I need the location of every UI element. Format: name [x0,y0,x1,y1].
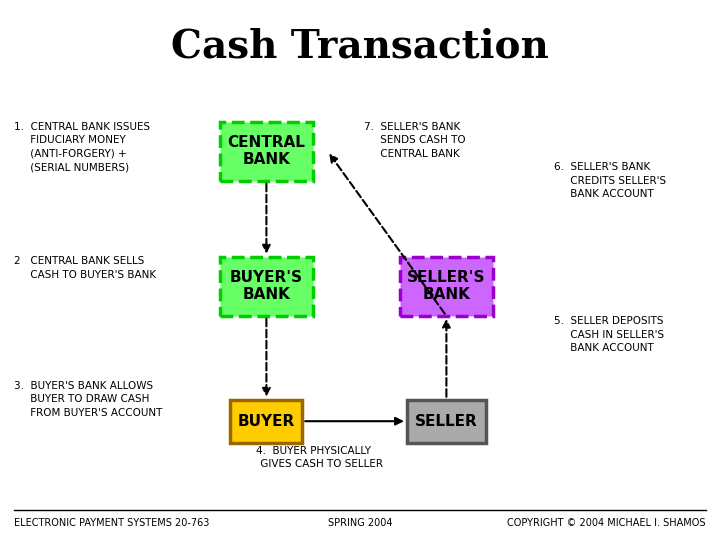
Text: BUYER: BUYER [238,414,295,429]
Text: 7.  SELLER'S BANK
     SENDS CASH TO
     CENTRAL BANK: 7. SELLER'S BANK SENDS CASH TO CENTRAL B… [364,122,465,159]
Text: ELECTRONIC PAYMENT SYSTEMS 20-763: ELECTRONIC PAYMENT SYSTEMS 20-763 [14,518,210,528]
FancyBboxPatch shape [220,256,313,316]
FancyBboxPatch shape [407,400,486,443]
Text: 4.  BUYER PHYSICALLY
     GIVES CASH TO SELLER: 4. BUYER PHYSICALLY GIVES CASH TO SELLER [243,446,383,469]
FancyBboxPatch shape [220,122,313,181]
Text: BUYER'S
BANK: BUYER'S BANK [230,270,303,302]
Text: COPYRIGHT © 2004 MICHAEL I. SHAMOS: COPYRIGHT © 2004 MICHAEL I. SHAMOS [507,518,706,528]
Text: 5.  SELLER DEPOSITS
     CASH IN SELLER'S
     BANK ACCOUNT: 5. SELLER DEPOSITS CASH IN SELLER'S BANK… [554,316,665,353]
Text: CENTRAL
BANK: CENTRAL BANK [228,135,305,167]
FancyBboxPatch shape [400,256,493,316]
Text: 6.  SELLER'S BANK
     CREDITS SELLER'S
     BANK ACCOUNT: 6. SELLER'S BANK CREDITS SELLER'S BANK A… [554,162,667,199]
Text: 1.  CENTRAL BANK ISSUES
     FIDUCIARY MONEY
     (ANTI-FORGERY) +
     (SERIAL : 1. CENTRAL BANK ISSUES FIDUCIARY MONEY (… [14,122,150,172]
Text: SELLER: SELLER [415,414,478,429]
Text: 3.  BUYER'S BANK ALLOWS
     BUYER TO DRAW CASH
     FROM BUYER'S ACCOUNT: 3. BUYER'S BANK ALLOWS BUYER TO DRAW CAS… [14,381,163,418]
FancyBboxPatch shape [230,400,302,443]
Text: SELLER'S
BANK: SELLER'S BANK [407,270,486,302]
Text: Cash Transaction: Cash Transaction [171,27,549,65]
Text: SPRING 2004: SPRING 2004 [328,518,392,528]
Text: 2   CENTRAL BANK SELLS
     CASH TO BUYER'S BANK: 2 CENTRAL BANK SELLS CASH TO BUYER'S BAN… [14,256,156,280]
